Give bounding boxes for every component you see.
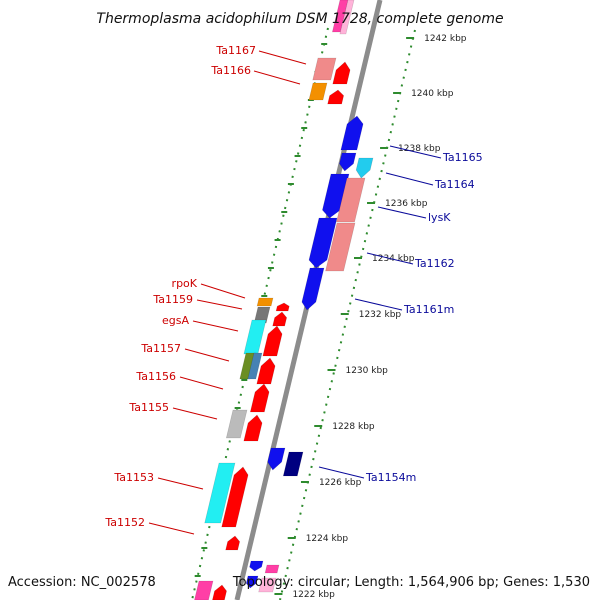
gene-ta1151c[interactable] [245, 575, 259, 589]
label-leader [184, 348, 230, 362]
gene-label-lysk[interactable]: lysK [428, 211, 451, 224]
gene-label-ta1161m[interactable]: Ta1161m [403, 303, 454, 316]
gene-label-ta1155[interactable]: Ta1155 [128, 401, 169, 414]
gene-label-ta1154m[interactable]: Ta1154m [365, 471, 416, 484]
label-leader [196, 299, 243, 310]
gene-label-ta1153[interactable]: Ta1153 [113, 471, 154, 484]
gene-ta1157b[interactable] [247, 352, 263, 380]
dotted-guide-outer [279, 29, 416, 600]
gene-ta1154a[interactable] [266, 447, 286, 471]
label-leader [385, 172, 434, 186]
gene-ta1151d[interactable] [258, 577, 277, 593]
gene-ta1162[interactable] [307, 217, 338, 269]
tick-label: 1238 kbp [398, 144, 441, 154]
gene-label-ta1152[interactable]: Ta1152 [104, 516, 145, 529]
gene-egsa-b[interactable] [262, 325, 284, 357]
gene-label-ta1157[interactable]: Ta1157 [140, 342, 181, 355]
label-leader [258, 50, 307, 65]
gene-rpok[interactable] [256, 297, 274, 307]
gene-ta1166b[interactable] [327, 89, 345, 105]
gene-ta1164[interactable] [354, 157, 374, 179]
tick-label: 1222 kbp [292, 590, 335, 600]
gene-label-rpok[interactable]: rpoK [172, 277, 198, 290]
tick-label: 1242 kbp [424, 34, 467, 44]
gene-ta1152[interactable] [225, 535, 241, 551]
tick-label: 1240 kbp [411, 89, 454, 99]
accession-text: Accession: NC_002578 [8, 575, 156, 590]
label-leaders [148, 50, 442, 535]
gene-ta1159b[interactable] [272, 311, 288, 327]
gene-label-ta1162[interactable]: Ta1162 [414, 257, 455, 270]
gene-ta1156[interactable] [249, 383, 271, 413]
gene-ta1154m[interactable] [282, 451, 304, 477]
gene-label-ta1164[interactable]: Ta1164 [434, 178, 475, 191]
gene-egsa[interactable] [243, 319, 267, 355]
gene-lysk-a[interactable] [321, 173, 350, 219]
label-leader [377, 206, 427, 219]
gene-ta1151b[interactable] [264, 564, 280, 574]
label-leader [253, 70, 301, 85]
label-leader [179, 376, 224, 390]
topology-text: Topology: circular; Length: 1,564,906 bp… [232, 575, 590, 590]
tick-label: 1226 kbp [319, 478, 362, 488]
label-leader [366, 252, 414, 265]
gene-label-egsa[interactable]: egsA [162, 314, 189, 327]
gene-label-ta1166[interactable]: Ta1166 [210, 64, 251, 77]
gene-ta1155[interactable] [225, 409, 248, 439]
map-title: Thermoplasma acidophilum DSM 1728, compl… [96, 11, 503, 27]
tick-label: 1224 kbp [306, 534, 349, 544]
gene-ta1155b[interactable] [243, 414, 264, 442]
gene-ta1168b[interactable] [339, 0, 355, 35]
label-leader [354, 298, 403, 311]
gene-label-ta1159[interactable]: Ta1159 [152, 293, 193, 306]
tick-label: 1230 kbp [345, 366, 388, 376]
label-leader [318, 466, 365, 479]
gene-ta1153[interactable] [204, 462, 236, 524]
right-labels: Ta1165 Ta1164 lysK Ta1162 Ta1161m Ta1154… [365, 151, 483, 484]
gene-ta1161m[interactable] [300, 267, 325, 311]
gene-ta1150b[interactable] [212, 584, 228, 600]
tick-label: 1228 kbp [332, 422, 375, 432]
left-labels: Ta1167 Ta1166 rpoK Ta1159 egsA Ta1157 Ta… [104, 44, 256, 529]
gene-ta1162b[interactable] [325, 222, 356, 272]
gene-ta1159[interactable] [253, 306, 271, 324]
gene-ta1165[interactable] [338, 152, 357, 172]
gene-ta1157c[interactable] [256, 357, 277, 385]
gene-features [194, 0, 374, 600]
gene-ta1165a[interactable] [340, 115, 365, 151]
gene-ta1153b[interactable] [221, 466, 250, 528]
gene-rpok-b[interactable] [275, 302, 290, 312]
tick-label: 1236 kbp [385, 199, 428, 209]
gene-ta1166[interactable] [308, 82, 328, 101]
gene-label-ta1165[interactable]: Ta1165 [442, 151, 483, 164]
label-leader [157, 477, 204, 490]
label-leader [192, 320, 239, 332]
label-leader [200, 283, 246, 299]
gene-ta1167[interactable] [312, 57, 337, 81]
gene-ta1150a[interactable] [194, 580, 214, 600]
gene-lysk[interactable] [336, 177, 366, 223]
label-leader [148, 522, 195, 535]
gene-label-ta1156[interactable]: Ta1156 [135, 370, 176, 383]
label-leader [389, 145, 442, 159]
gene-ta1167b[interactable] [332, 61, 352, 85]
gene-ta1151a[interactable] [249, 560, 264, 572]
tick-label: 1232 kbp [359, 310, 402, 320]
label-leader [172, 407, 218, 420]
gene-label-ta1167[interactable]: Ta1167 [215, 44, 256, 57]
